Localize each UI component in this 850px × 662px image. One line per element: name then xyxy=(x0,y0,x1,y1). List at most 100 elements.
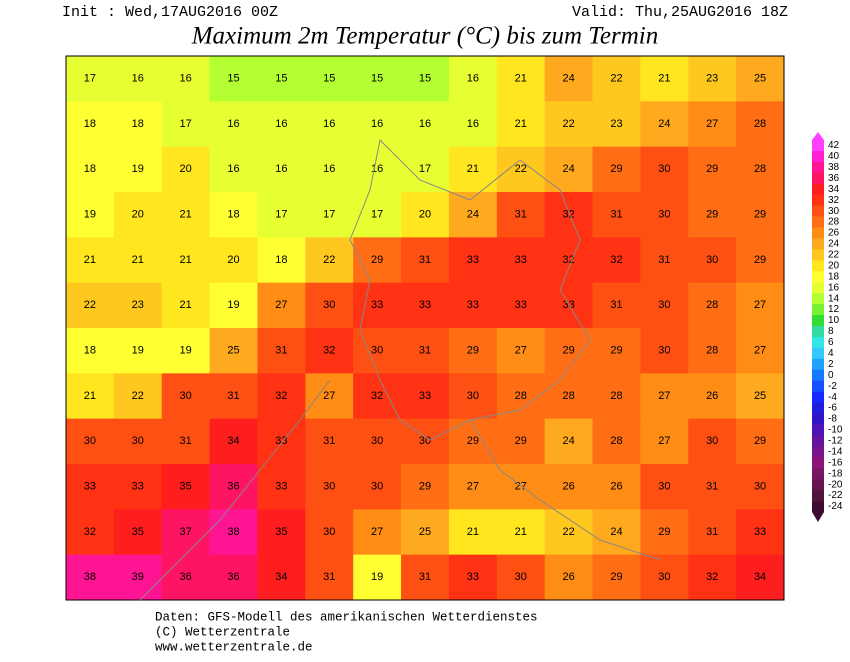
temperature-cell xyxy=(592,146,641,193)
temperature-label: 30 xyxy=(467,390,479,402)
scale-box xyxy=(812,336,824,349)
temperature-label: 30 xyxy=(658,299,670,311)
scale-label: -8 xyxy=(828,414,837,425)
temperature-cell xyxy=(113,282,163,329)
temperature-label: 15 xyxy=(227,73,239,85)
temperature-label: 26 xyxy=(562,481,574,493)
temperature-label: 16 xyxy=(227,118,239,130)
scale-box xyxy=(812,304,824,316)
temperature-label: 39 xyxy=(132,571,144,583)
temperature-cell xyxy=(209,509,258,556)
temperature-label: 31 xyxy=(658,254,670,266)
scale-label: 12 xyxy=(828,304,840,315)
temperature-cell xyxy=(448,237,498,284)
temperature-cell xyxy=(736,464,785,510)
temperature-label: 30 xyxy=(323,526,335,538)
temperature-label: 30 xyxy=(323,481,335,493)
temperature-label: 17 xyxy=(323,209,335,221)
temperature-cell xyxy=(353,237,402,284)
scale-label: -18 xyxy=(828,468,843,479)
scale-label: 38 xyxy=(828,162,840,173)
temperature-label: 22 xyxy=(515,163,527,175)
temperature-label: 31 xyxy=(419,254,431,266)
temperature-cell xyxy=(353,328,402,374)
scale-label: 36 xyxy=(828,173,840,184)
temperature-cell xyxy=(209,101,258,148)
temperature-label: 29 xyxy=(754,209,766,221)
temperature-cell xyxy=(592,101,641,148)
temperature-label: 31 xyxy=(610,299,622,311)
temperature-label: 24 xyxy=(562,435,574,447)
temperature-cell xyxy=(736,101,785,148)
temperature-cell xyxy=(257,146,306,193)
scale-box xyxy=(812,227,824,239)
temperature-label: 18 xyxy=(227,209,239,221)
scale-label: 22 xyxy=(828,250,840,261)
temperature-label: 18 xyxy=(84,163,96,175)
scale-box xyxy=(812,446,824,458)
temperature-cell xyxy=(161,373,211,420)
temperature-label: 20 xyxy=(227,254,239,266)
temperature-cell xyxy=(66,101,115,148)
temperature-label: 30 xyxy=(658,163,670,175)
temperature-cell xyxy=(305,237,354,284)
temperature-cell xyxy=(401,373,450,420)
temperature-label: 29 xyxy=(610,345,622,357)
temperature-cell xyxy=(448,101,498,148)
temperature-label: 31 xyxy=(706,526,718,538)
temperature-cell xyxy=(688,464,737,510)
init-time: Init : Wed,17AUG2016 00Z xyxy=(62,4,278,21)
temperature-cell xyxy=(66,282,115,329)
temperature-cell xyxy=(305,146,354,193)
color-scale: 424038363432302826242220181614121086420-… xyxy=(812,132,843,522)
temperature-cell xyxy=(640,418,689,465)
temperature-label: 30 xyxy=(180,390,192,402)
map-title: Maximum 2m Temperatur (°C) bis zum Termi… xyxy=(191,23,659,50)
temperature-label: 27 xyxy=(275,299,287,311)
temperature-cell xyxy=(305,328,354,374)
temperature-cell xyxy=(66,509,115,556)
temperature-label: 16 xyxy=(371,163,383,175)
scale-label: 24 xyxy=(828,239,840,250)
temperature-cell xyxy=(209,373,258,420)
temperature-cell xyxy=(257,56,306,102)
temperature-label: 25 xyxy=(754,73,766,85)
scale-box xyxy=(812,183,824,196)
temperature-cell xyxy=(544,464,594,510)
temperature-label: 22 xyxy=(84,299,96,311)
temperature-label: 21 xyxy=(84,254,96,266)
temperature-label: 30 xyxy=(132,435,144,447)
temperature-cell xyxy=(736,509,785,556)
temperature-cell xyxy=(736,237,785,284)
temperature-cell xyxy=(592,282,641,329)
temperature-cell xyxy=(401,464,450,510)
temperature-label: 30 xyxy=(84,435,96,447)
temperature-label: 29 xyxy=(371,254,383,266)
temperature-cell xyxy=(113,146,163,193)
temperature-cell xyxy=(448,282,498,329)
scale-box xyxy=(812,468,824,480)
temperature-cell xyxy=(161,282,211,329)
temperature-label: 23 xyxy=(706,73,718,85)
temperature-label: 30 xyxy=(658,345,670,357)
temperature-cell xyxy=(640,373,689,420)
temperature-cell xyxy=(305,282,354,329)
temperature-cell xyxy=(113,192,163,238)
temperature-label: 29 xyxy=(706,163,718,175)
temperature-label: 17 xyxy=(180,118,192,130)
temperature-label: 16 xyxy=(467,118,479,130)
temperature-label: 15 xyxy=(419,73,431,85)
temperature-cell xyxy=(544,237,594,284)
temperature-cell xyxy=(113,418,163,465)
temperature-label: 33 xyxy=(371,299,383,311)
temperature-cell xyxy=(66,237,115,284)
temperature-label: 28 xyxy=(706,345,718,357)
temperature-label: 23 xyxy=(132,299,144,311)
scale-box xyxy=(812,369,824,382)
temperature-cell xyxy=(688,418,737,465)
temperature-label: 33 xyxy=(132,481,144,493)
temperature-label: 30 xyxy=(371,435,383,447)
temperature-label: 31 xyxy=(323,571,335,583)
temperature-label: 32 xyxy=(706,571,718,583)
